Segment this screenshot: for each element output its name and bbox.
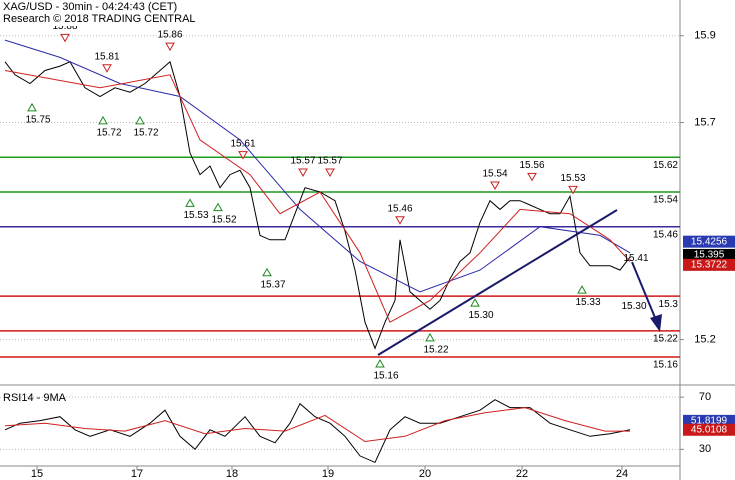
- low-label: 15.33: [575, 297, 600, 308]
- series-line: [4, 407, 630, 443]
- high-label: 15.57: [317, 156, 342, 167]
- high-marker: [165, 42, 175, 52]
- high-marker: [298, 168, 308, 177]
- x-tick-label: 22: [516, 468, 528, 480]
- x-tick-label: 15: [31, 468, 43, 480]
- low-label: 15.16: [373, 371, 398, 382]
- level-label: 15.54: [653, 195, 678, 206]
- low-label: 15.22: [423, 345, 448, 356]
- price-tag: [683, 258, 735, 271]
- level-label: 15.16: [653, 360, 678, 371]
- x-tick-label: 24: [616, 468, 628, 480]
- panel-title: RSI14 - 9MA: [3, 392, 67, 404]
- level-label: 15.46: [653, 229, 678, 240]
- high-marker: [395, 216, 405, 225]
- y-tick-label: 70: [699, 391, 711, 403]
- low-marker: [375, 358, 385, 368]
- chart-title: XAG/USD - 30min - 04:24:43 (CET): [3, 1, 177, 13]
- price-note: 15.30: [621, 301, 646, 312]
- low-label: 15.30: [468, 310, 493, 321]
- price-note: 15.41: [623, 253, 648, 264]
- low-label: 15.72: [133, 128, 158, 139]
- high-label: 15.54: [482, 169, 507, 180]
- series-line: [4, 399, 631, 464]
- low-marker: [213, 202, 223, 212]
- level-label: 15.22: [653, 334, 678, 345]
- high-marker: [102, 64, 112, 73]
- high-label: 15.81: [94, 51, 119, 62]
- high-label: 15.56: [519, 160, 544, 171]
- series-line: [4, 70, 631, 323]
- low-marker: [577, 285, 587, 294]
- chart-subtitle: Research © 2018 TRADING CENTRAL: [3, 13, 196, 25]
- low-label: 15.53: [183, 210, 208, 221]
- high-label: 15.46: [387, 203, 412, 214]
- price-tag-label: 15.3722: [691, 259, 728, 270]
- title-bg: [0, 0, 188, 26]
- low-label: 15.37: [260, 279, 285, 290]
- plot: 15.2 15.7 15.9 15.62 15.54 15.46 15.3 15.22 15.1…: [0, 21, 716, 480]
- high-label: 15.61: [230, 138, 255, 149]
- high-label: 15.86: [157, 30, 182, 41]
- price-tag-label: 45.0108: [691, 424, 728, 435]
- high-marker: [238, 151, 248, 160]
- price-tag: [683, 248, 735, 261]
- low-marker: [185, 198, 195, 207]
- level-label: 15.3: [659, 299, 679, 310]
- y-tick-label: 30: [699, 443, 711, 455]
- y-tick-label: 15.7: [694, 116, 715, 128]
- series-line: [4, 60, 631, 350]
- y-tick-label: 15.9: [694, 30, 715, 42]
- arrow-head: [650, 314, 662, 332]
- low-label: 15.72: [96, 128, 121, 139]
- low-marker: [27, 102, 37, 112]
- low-label: 15.75: [25, 114, 50, 125]
- y-tick-label: 15.2: [694, 333, 715, 345]
- price-tag-label: 51.8199: [691, 416, 728, 427]
- high-marker: [325, 168, 335, 177]
- x-tick-label: 18: [226, 468, 238, 480]
- price-tag: [683, 423, 735, 436]
- low-marker: [135, 115, 145, 125]
- forecast-arrow: [631, 261, 657, 321]
- level-label: 15.62: [653, 160, 678, 171]
- low-marker: [262, 267, 272, 277]
- low-label: 15.52: [211, 214, 236, 225]
- series-line: [4, 39, 631, 293]
- price-tag-label: 15.4256: [691, 236, 728, 247]
- x-tick-label: 20: [419, 468, 431, 480]
- low-marker: [425, 332, 435, 342]
- price-tag: [683, 235, 735, 248]
- x-tick-label: 19: [322, 468, 334, 480]
- high-label: 15.53: [560, 173, 585, 184]
- low-marker: [470, 298, 480, 307]
- low-marker: [98, 115, 108, 125]
- x-tick-label: 17: [131, 468, 143, 480]
- high-marker: [60, 33, 70, 43]
- price-tag-label: 15.395: [694, 250, 725, 261]
- high-marker: [568, 185, 578, 195]
- trend-line: [377, 209, 618, 356]
- high-marker: [527, 172, 537, 182]
- high-label: 15.57: [290, 156, 315, 167]
- high-label: 15.88: [52, 21, 77, 32]
- high-marker: [490, 181, 500, 191]
